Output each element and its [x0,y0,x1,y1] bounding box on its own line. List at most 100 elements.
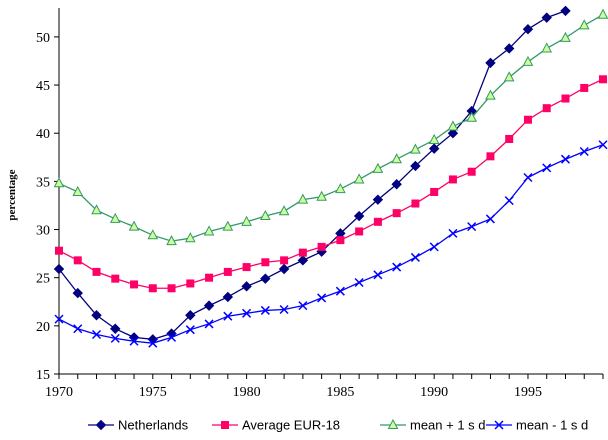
data-point [298,301,308,311]
data-point [110,333,120,343]
data-point [111,274,120,283]
data-point [166,235,177,246]
data-point [391,179,402,190]
data-point [599,75,607,84]
data-point [503,71,515,82]
data-point [185,310,196,321]
data-point [541,42,553,53]
data-point [317,242,326,251]
data-point [203,225,215,236]
y-axis-label: percentage [6,169,18,220]
data-point [316,190,327,201]
data-point [222,220,234,231]
data-point [485,89,496,100]
data-point [260,209,271,221]
legend-label: Netherlands [118,418,189,433]
data-point [391,153,402,164]
data-point [109,212,121,223]
data-point [335,286,345,296]
data-point [222,291,234,303]
legend: Netherlands Average EUR-18 mean + 1 s d mea… [88,418,588,433]
data-point [297,255,309,266]
data-point [91,310,102,321]
data-point [504,196,514,206]
data-point [72,287,83,299]
data-point [278,205,290,216]
data-point [485,57,496,69]
data-point [53,263,65,275]
legend-marker [95,419,107,431]
y-tick-label: 45 [36,79,50,94]
x-tick-label: 1995 [514,385,542,400]
data-point [110,323,121,334]
data-point [447,128,459,139]
x-tick-label: 1990 [420,385,448,400]
data-point [542,104,551,113]
data-point [598,140,608,150]
x-tick-label: 1970 [45,385,73,400]
data-point [353,173,365,184]
data-point [560,6,571,17]
y-tick-label: 20 [36,320,50,335]
data-point [242,263,251,272]
data-point [411,199,420,208]
y-tick-label: 15 [36,368,50,383]
legend-item: mean + 1 s d [380,418,486,433]
data-point [129,336,139,346]
data-point [317,293,327,303]
y-tick-label: 35 [36,175,50,190]
y-axis-ticks: 15 20 25 30 35 40 45 50 [36,31,59,383]
data-point [128,220,140,231]
y-tick-label: 30 [36,224,50,239]
data-point [204,319,214,329]
data-point [373,270,383,280]
data-point [523,172,533,183]
series-mean-1-s-d [53,8,608,246]
data-point [523,115,532,124]
data-point [184,232,196,243]
data-point [167,284,176,293]
data-point [467,222,477,232]
data-point [72,185,84,196]
data-point [429,242,439,252]
data-point [522,55,534,66]
data-point [186,279,195,288]
x-tick-label: 1985 [326,385,354,400]
series-layer [53,6,608,348]
data-point [410,252,420,262]
legend-marker [494,420,504,430]
data-point [541,12,552,23]
data-point [428,143,440,154]
x-tick-label: 1975 [139,385,167,400]
series-line [58,10,566,340]
data-point [335,183,346,194]
data-point [241,281,252,292]
series-netherlands [53,6,571,345]
data-point [261,258,270,267]
data-point [148,284,157,293]
data-point [336,236,345,245]
data-point [91,329,102,340]
data-point [297,193,309,204]
legend-label: mean + 1 s d [410,418,486,433]
data-point [392,209,401,218]
series-line [58,14,604,242]
legend-label: Average EUR-18 [242,418,340,433]
data-point [560,31,571,42]
y-tick-label: 25 [36,272,50,287]
data-point [73,256,82,265]
axes [58,8,603,375]
data-point [428,133,440,144]
data-point [278,263,290,275]
data-point [448,175,457,184]
data-point [130,280,139,289]
y-tick-label: 40 [36,127,50,142]
data-point [447,120,459,131]
data-point [223,267,232,276]
data-point [298,248,307,257]
data-point [53,177,65,188]
data-point [241,215,252,226]
data-point [354,277,364,288]
